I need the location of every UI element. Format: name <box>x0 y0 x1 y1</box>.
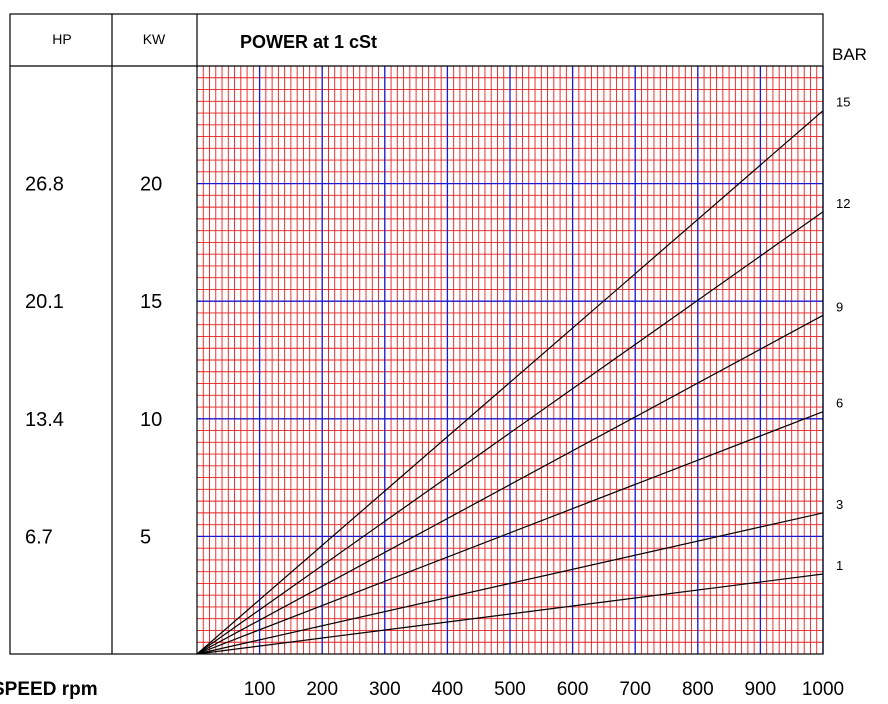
hp-tick-label: 26.8 <box>25 174 64 196</box>
hp-axis-header: HP <box>52 31 71 47</box>
bar-curve-label: 1 <box>836 558 843 573</box>
kw-tick-label: 15 <box>140 291 162 313</box>
kw-tick-label: 5 <box>140 526 151 548</box>
bar-curve-3 <box>196 512 824 655</box>
bar-curve-label: 12 <box>836 196 850 211</box>
bar-curve-15 <box>196 110 824 655</box>
chart-frame <box>9 13 824 655</box>
kw-tick-label: 20 <box>140 174 162 196</box>
bar-axis-header: BAR <box>832 45 867 64</box>
bar-curves <box>196 110 824 655</box>
chart-title: POWER at 1 cSt <box>240 32 377 52</box>
x-tick-label: 700 <box>619 679 651 700</box>
x-tick-label: 900 <box>745 679 777 700</box>
kw-axis-header: KW <box>143 31 166 47</box>
kw-tick-label: 10 <box>140 409 162 431</box>
bar-curve-6 <box>196 411 824 655</box>
x-tick-label: 400 <box>432 679 464 700</box>
bar-curve-label: 3 <box>836 497 843 512</box>
x-axis-label: SPEED rpm <box>0 679 98 700</box>
bar-curve-9 <box>196 314 824 655</box>
x-tick-label: 300 <box>369 679 401 700</box>
x-tick-label: 100 <box>244 679 276 700</box>
chart-labels: POWER at 1 cSt HP KW BAR SPEED rpm 1 3 6 9 1… <box>0 31 867 700</box>
hp-tick-label: 6.7 <box>25 526 53 548</box>
x-tick-label: 1000 <box>802 679 844 700</box>
bar-curve-label: 6 <box>836 396 843 411</box>
x-tick-label: 800 <box>682 679 714 700</box>
x-tick-label: 200 <box>306 679 338 700</box>
bar-curve-label: 15 <box>836 95 850 110</box>
hp-tick-label: 20.1 <box>25 291 64 313</box>
x-tick-label: 600 <box>557 679 589 700</box>
x-tick-label: 500 <box>494 679 526 700</box>
bar-curve-1 <box>196 573 824 655</box>
outer-frame <box>9 13 824 655</box>
hp-tick-label: 13.4 <box>25 409 64 431</box>
bar-curve-12 <box>196 211 824 655</box>
bar-curve-label: 9 <box>836 299 843 314</box>
